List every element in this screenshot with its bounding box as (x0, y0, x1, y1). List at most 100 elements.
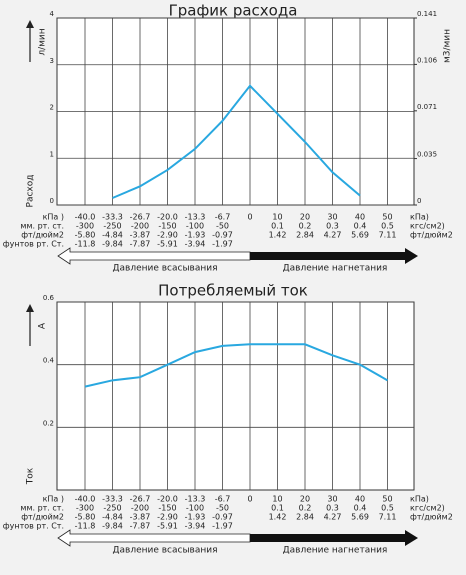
row-unit: фт/дюйм2 (410, 513, 453, 522)
row-label: -250 (103, 504, 121, 513)
row-label: 4.27 (324, 231, 342, 240)
x-tick-label: -26.7 (130, 213, 151, 222)
row-label: -5.80 (75, 513, 96, 522)
suction-label: Давление всасывания (112, 264, 217, 274)
row-label: -11.8 (75, 522, 96, 531)
row-label: 5.69 (351, 231, 369, 240)
row-label: 0.5 (381, 504, 394, 513)
x-tick-label: -33.3 (102, 213, 123, 222)
x-tick-label: 10 (272, 495, 282, 504)
row-label: -300 (76, 222, 94, 231)
arrow-head (26, 304, 34, 312)
x-tick-label: -20.0 (157, 213, 178, 222)
y-tick-label: 2 (50, 104, 54, 112)
x-tick-label: -6.7 (215, 213, 231, 222)
data-line (112, 84, 361, 199)
row-label: 2.84 (296, 231, 314, 240)
row-label: -4.84 (102, 231, 123, 240)
chart-title: График расхода (169, 2, 298, 20)
x-tick-label: -20.0 (157, 495, 178, 504)
row-label: 5.69 (351, 513, 369, 522)
row-label: -5.91 (157, 522, 178, 531)
row-unit: кПа) (410, 213, 429, 222)
row-label: 0.2 (299, 222, 312, 231)
y-unit: л/мин (38, 28, 48, 55)
x-tick-label: 0 (247, 213, 252, 222)
row-label: -200 (131, 222, 149, 231)
row-label: -2.90 (157, 513, 178, 522)
plot-area (56, 301, 415, 491)
y-tick-label: 0.4 (43, 357, 55, 365)
row-label: 0.3 (326, 504, 339, 513)
chart-title: Потребляемый ток (158, 282, 308, 300)
row-label: -3.87 (130, 231, 151, 240)
discharge-label: Давление нагнетания (283, 546, 388, 556)
row-unit: кгс/см2) (410, 504, 445, 513)
row-label: -1.93 (185, 231, 206, 240)
x-tick-label: 40 (355, 213, 365, 222)
y-tick-label: 0.6 (43, 294, 55, 302)
row-label: 0.2 (299, 504, 312, 513)
row-label: -0.97 (212, 231, 233, 240)
row-label: -3.94 (185, 240, 206, 249)
row-label: 0.1 (271, 504, 284, 513)
row-unit: мм. рт. ст. (20, 504, 64, 513)
row-label: -0.97 (212, 513, 233, 522)
row-label: 2.84 (296, 513, 314, 522)
row-unit: кПа ) (43, 213, 64, 222)
y-axis-title: Расход (26, 175, 36, 208)
y-unit: A (38, 322, 48, 329)
x-tick-label: -6.7 (215, 495, 231, 504)
x-tick-label: 0 (247, 495, 252, 504)
y2-tick-label: 0.071 (417, 103, 437, 111)
x-tick-label: 30 (327, 213, 337, 222)
row-label: -50 (216, 504, 229, 513)
data-line (84, 343, 388, 388)
row-unit: фунтов рт. Ст. (3, 240, 64, 249)
x-tick-label: 10 (272, 213, 282, 222)
row-label: 1.42 (269, 513, 287, 522)
row-label: -2.90 (157, 231, 178, 240)
x-tick-label: -40.0 (75, 495, 96, 504)
row-unit: фт/дюйм2 (21, 513, 64, 522)
row-unit: фт/дюйм2 (410, 231, 453, 240)
row-unit: кПа) (410, 495, 429, 504)
row-label: -300 (76, 504, 94, 513)
y2-tick-label: 0.141 (417, 10, 437, 18)
discharge-arrow (250, 248, 418, 264)
row-label: 7.11 (379, 513, 397, 522)
row-label: 1.42 (269, 231, 287, 240)
row-label: 0.4 (354, 504, 367, 513)
y-tick-label: 4 (50, 10, 55, 18)
x-tick-label: -13.3 (185, 213, 206, 222)
x-tick-label: 30 (327, 495, 337, 504)
y-tick-label: 3 (50, 57, 54, 65)
row-label: -3.94 (185, 522, 206, 531)
row-label: -1.93 (185, 513, 206, 522)
row-label: 0.3 (326, 222, 339, 231)
row-label: -150 (158, 222, 176, 231)
row-label: 0.1 (271, 222, 284, 231)
x-tick-label: 20 (300, 213, 310, 222)
suction-label: Давление всасывания (112, 546, 217, 556)
row-unit: фт/дюйм2 (21, 231, 64, 240)
row-label: 7.11 (379, 231, 397, 240)
y-tick-label: 0.2 (43, 419, 54, 427)
arrow-head (26, 20, 34, 28)
x-tick-label: -33.3 (102, 495, 123, 504)
row-label: -150 (158, 504, 176, 513)
row-label: -1.97 (212, 522, 233, 531)
row-label: -100 (186, 222, 204, 231)
row-unit: фунтов рт. Ст. (3, 522, 64, 531)
x-tick-label: -26.7 (130, 495, 151, 504)
suction-arrow (57, 247, 251, 265)
x-tick-label: 50 (382, 495, 392, 504)
y2-tick-label: 0.035 (417, 151, 437, 159)
row-label: 4.27 (324, 513, 342, 522)
discharge-label: Давление нагнетания (283, 264, 388, 274)
x-tick-label: 40 (355, 495, 365, 504)
y-axis-title: Ток (26, 467, 36, 485)
row-label: -200 (131, 504, 149, 513)
row-label: -100 (186, 504, 204, 513)
